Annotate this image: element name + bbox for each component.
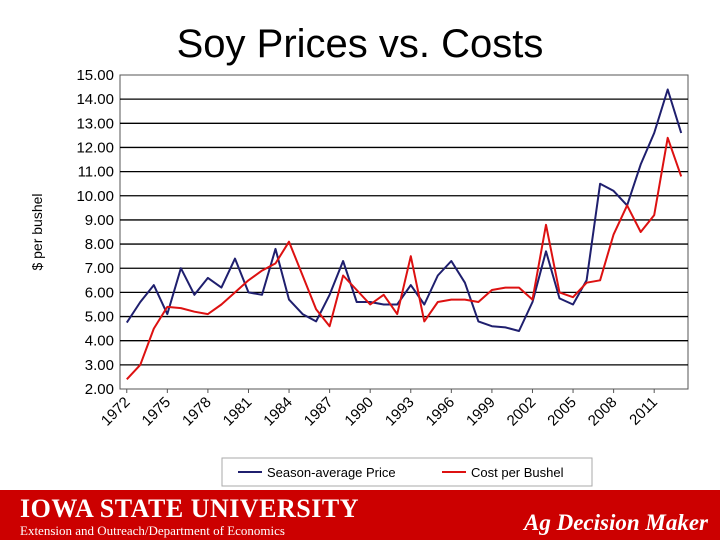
series-line-cost <box>126 136 683 380</box>
y-tick-label: 15.00 <box>76 67 114 84</box>
series-line-price <box>125 88 683 332</box>
x-tick-label: 1996 <box>423 394 459 430</box>
legend-cost-label: Cost per Bushel <box>471 465 564 480</box>
y-tick-label: 14.00 <box>76 91 114 108</box>
university-name: Iowa State University <box>20 494 359 523</box>
y-tick-label: 6.00 <box>85 284 114 301</box>
y-tick-label: 10.00 <box>76 188 114 205</box>
y-tick-label: 11.00 <box>78 164 114 181</box>
x-tick-label: 2008 <box>585 394 621 430</box>
y-tick-label: 12.00 <box>76 139 114 156</box>
chart: 2.00 3.00 4.00 5.00 6.00 7.00 8.00 9.00 10.00 11.… <box>29 67 689 487</box>
x-tick-label: 1972 <box>98 394 134 430</box>
x-tick-label: 1999 <box>463 394 499 430</box>
brand-name: Ag Decision Maker <box>524 510 708 535</box>
y-tick-label: 9.00 <box>85 212 114 229</box>
page-title: Soy Prices vs. Costs <box>176 22 544 66</box>
y-tick-label: 4.00 <box>85 333 114 350</box>
footer-bar: Iowa State University Extension and Outr… <box>0 490 720 540</box>
y-axis-label: $ per bushel <box>29 193 45 270</box>
x-tick-label: 1993 <box>382 394 418 430</box>
x-tick-label: 1984 <box>260 394 296 430</box>
x-tick-label: 2005 <box>544 394 580 430</box>
y-tick-label: 13.00 <box>76 115 114 132</box>
x-tick-label: 1981 <box>220 394 256 430</box>
y-tick-label: 5.00 <box>85 309 114 326</box>
x-tick-label: 1978 <box>179 394 215 430</box>
y-tick-label: 3.00 <box>85 357 114 374</box>
legend-box <box>221 457 593 487</box>
x-tick-label: 2002 <box>504 394 540 430</box>
department-name: Extension and Outreach/Department of Eco… <box>20 523 285 538</box>
y-tick-label: 7.00 <box>85 260 114 277</box>
x-tick-label: 1987 <box>301 394 337 430</box>
y-tick-label: 2.00 <box>85 381 114 398</box>
x-tick-label: 1975 <box>139 394 175 430</box>
x-tick-label: 1990 <box>341 394 377 430</box>
plot-area <box>119 74 689 390</box>
legend: Season-average Price Cost per Bushel <box>221 457 593 487</box>
x-tick-label: 2011 <box>626 394 661 429</box>
legend-price-label: Season-average Price <box>267 465 396 480</box>
y-tick-label: 8.00 <box>85 236 114 253</box>
